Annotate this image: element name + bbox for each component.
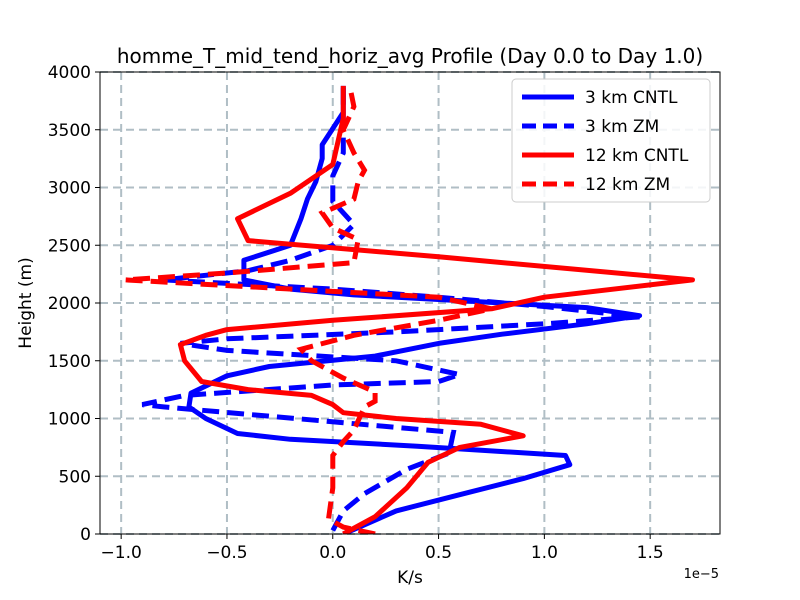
y-tick-label: 1000 (48, 410, 91, 430)
x-tick-label: 0.0 (319, 543, 346, 563)
y-tick-label: 3500 (48, 121, 91, 141)
legend-label-2: 3 km ZM (585, 117, 659, 137)
chart-title: homme_T_mid_tend_horiz_avg Profile (Day … (117, 44, 703, 68)
y-axis: 0 500 1000 1500 2000 2500 3000 3500 4000 (48, 63, 100, 545)
legend-label-1: 3 km CNTL (585, 88, 678, 108)
series-line-3 (177, 85, 695, 534)
x-tick-label: 1.0 (531, 543, 558, 563)
legend-frame (511, 78, 711, 203)
x-axis-label: K/s (397, 568, 423, 588)
y-tick-label: 3000 (48, 179, 91, 199)
y-tick-label: 0 (80, 525, 91, 545)
y-tick-label: 500 (59, 467, 91, 487)
x-tick-label: −1.0 (101, 543, 142, 563)
legend: 3 km CNTL 3 km ZM 12 km CNTL 12 km ZM (511, 78, 711, 203)
y-tick-label: 2000 (48, 294, 91, 314)
y-tick-label: 4000 (48, 63, 91, 83)
legend-label-3: 12 km CNTL (585, 146, 689, 166)
series-layer (125, 85, 695, 534)
y-tick-label: 1500 (48, 352, 91, 372)
series-line-4 (125, 85, 493, 534)
x-tick-label: −0.5 (206, 543, 247, 563)
y-tick-label: 2500 (48, 236, 91, 256)
series-line-1 (186, 85, 643, 534)
legend-label-4: 12 km ZM (585, 175, 670, 195)
x-offset-label: 1e−5 (684, 567, 719, 582)
y-axis-label: Height (m) (16, 257, 36, 348)
x-tick-label: 0.5 (425, 543, 452, 563)
x-axis: −1.0 −0.5 0.0 0.5 1.0 1.5 (101, 534, 664, 563)
x-tick-label: 1.5 (637, 543, 664, 563)
legend-entries: 3 km CNTL 3 km ZM 12 km CNTL 12 km ZM (522, 88, 689, 195)
